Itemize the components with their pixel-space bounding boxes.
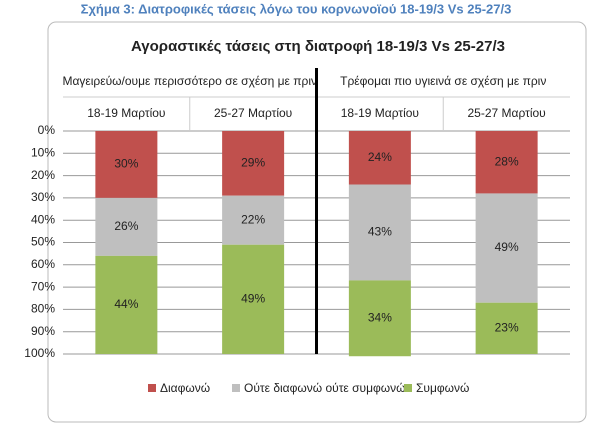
value-label: 29% (241, 156, 265, 170)
group-label: Τρέφομαι πιο υγιεινά σε σχέση με πριν (340, 74, 546, 88)
value-label: 26% (114, 219, 138, 233)
legend-label: Συμφωνώ (416, 381, 469, 395)
legend-label: Ούτε διαφωνώ ούτε συμφωνώ (244, 381, 406, 395)
legend-swatch (232, 384, 240, 392)
value-label: 23% (495, 321, 519, 335)
value-label: 30% (114, 157, 138, 171)
y-tick-label: 90% (31, 324, 55, 338)
group-label: Μαγειρεύω/ουμε περισσότερο σε σχέση με π… (62, 74, 317, 88)
bar-segment (475, 131, 538, 194)
bar-segment (95, 131, 158, 198)
chart-title: Αγοραστικές τάσεις στη διατροφή 18-19/3 … (131, 38, 505, 55)
bar-segment (348, 280, 411, 357)
x-tick-label: 18-19 Μαρτίου (87, 106, 165, 120)
y-tick-label: 0% (38, 123, 56, 137)
value-label: 28% (495, 154, 519, 168)
bar-segment (222, 195, 285, 245)
bar-segment (475, 302, 538, 354)
bar-segment (222, 131, 285, 196)
legend-swatch (404, 384, 412, 392)
x-tick-label: 25-27 Μαρτίου (467, 106, 545, 120)
legend-label: Διαφωνώ (160, 381, 210, 395)
y-tick-label: 30% (31, 190, 55, 204)
x-tick-label: 25-27 Μαρτίου (214, 106, 292, 120)
x-tick-label: 18-19 Μαρτίου (341, 106, 419, 120)
value-label: 24% (368, 150, 392, 164)
y-tick-label: 70% (31, 279, 55, 293)
y-tick-label: 80% (31, 302, 55, 316)
value-label: 44% (114, 297, 138, 311)
y-tick-label: 10% (31, 145, 55, 159)
bar-segment (475, 193, 538, 303)
bar-segment (95, 197, 158, 256)
legend-swatch (148, 384, 156, 392)
bar-segment (348, 131, 411, 185)
value-label: 22% (241, 212, 265, 226)
bar-segment (348, 184, 411, 281)
bar-segment (222, 244, 285, 354)
bar-segment (95, 255, 158, 354)
caption: Σχήμα 3: Διατροφικές τάσεις λόγω του κορ… (81, 1, 512, 16)
y-tick-label: 40% (31, 212, 55, 226)
y-tick-label: 20% (31, 168, 55, 182)
value-label: 43% (368, 225, 392, 239)
y-tick-label: 50% (31, 235, 55, 249)
value-label: 49% (241, 292, 265, 306)
value-label: 49% (495, 240, 519, 254)
y-tick-label: 100% (24, 346, 55, 360)
y-tick-label: 60% (31, 257, 55, 271)
value-label: 34% (368, 310, 392, 324)
